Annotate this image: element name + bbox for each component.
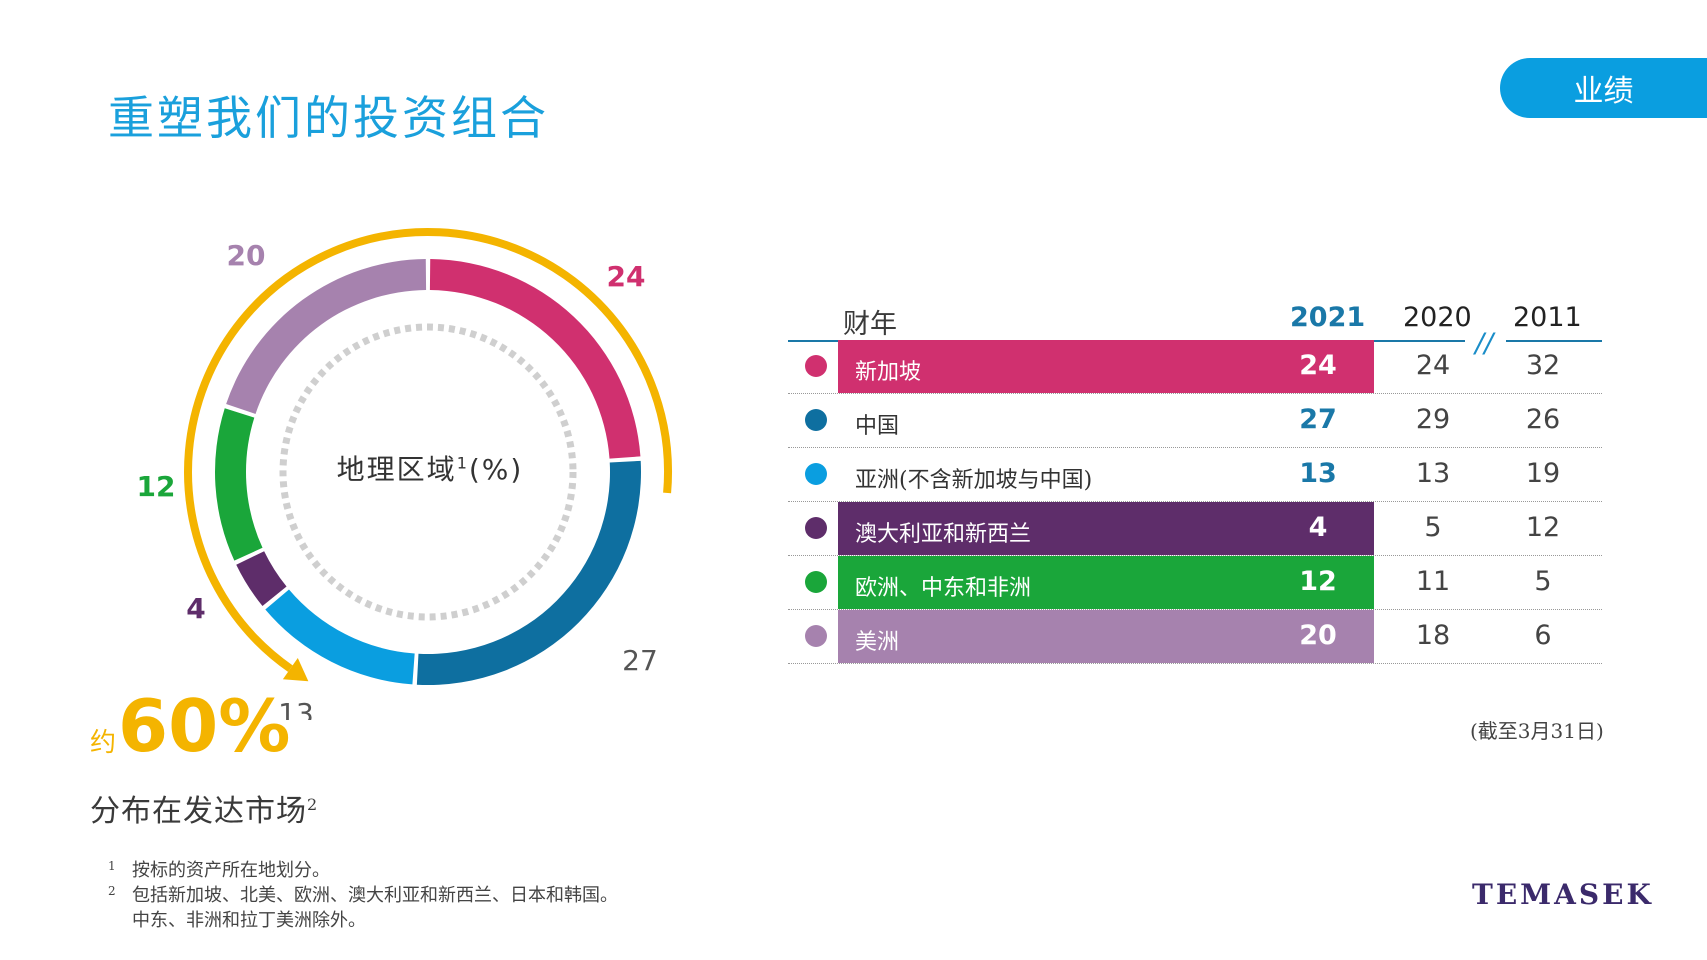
table-row: 中国 27 29 26: [788, 394, 1602, 448]
table-row: 新加坡 24 24 32: [788, 340, 1602, 394]
cell-2020: 11: [1415, 566, 1451, 597]
table-row: 亚洲(不含新加坡与中国) 13 13 19: [788, 448, 1602, 502]
summary-prefix: 约: [90, 728, 117, 758]
highlight-arc: [184, 228, 672, 672]
footnotes: 1 按标的资产所在地划分。 2 包括新加坡、北美、欧洲、澳大利亚和新西兰、日本和韩国…: [108, 858, 618, 933]
highlight-arrowhead: [282, 657, 309, 682]
donut-chart: 24 27 13 4 12 20: [137, 228, 672, 720]
cell-2020: 29: [1415, 404, 1451, 435]
cell-2011: 32: [1525, 350, 1561, 381]
donut-value-label-3: 13: [278, 697, 314, 720]
footnote-1: 1 按标的资产所在地划分。: [108, 858, 618, 883]
footnote-2-cont: 中东、非洲和拉丁美洲除外。: [108, 908, 618, 933]
header-year-2020: 2020: [1403, 302, 1472, 333]
donut-slice-4: [236, 551, 287, 607]
summary-sup: 2: [307, 795, 319, 814]
table-row: 欧洲、中东和非洲 12 11 5: [788, 556, 1602, 610]
row-label: 美洲: [855, 630, 900, 655]
footnote-text: 包括新加坡、北美、欧洲、澳大利亚和新西兰、日本和韩国。: [132, 885, 618, 906]
row-highlight-band: [838, 340, 1374, 393]
footnote-num: 2: [108, 884, 116, 898]
donut-slice-5: [215, 408, 263, 561]
cell-2020: 18: [1415, 620, 1451, 651]
row-color-dot: [805, 355, 827, 377]
donut-inner-dashed-ring: [279, 323, 577, 621]
footnote-text: 按标的资产所在地划分。: [132, 860, 330, 881]
year-break-mark: //: [1475, 328, 1494, 359]
row-highlight-band: [838, 502, 1374, 555]
allocation-table: 财年 2021 2020 2011 // 新加坡 24 24 32 中国 27 29 26 亚洲…: [788, 296, 1602, 664]
row-color-dot: [805, 409, 827, 431]
donut-center-unit: (%): [468, 453, 524, 486]
cell-2021: 27: [1299, 404, 1337, 435]
donut-slice-1: [429, 259, 641, 459]
header-rule-right: [1506, 340, 1602, 342]
row-color-dot: [805, 625, 827, 647]
cell-2020: 5: [1424, 512, 1442, 543]
footnote-text: 中东、非洲和拉丁美洲除外。: [132, 910, 366, 931]
section-badge: 业绩: [1500, 58, 1707, 118]
cell-2011: 19: [1525, 458, 1561, 489]
cell-2011: 5: [1534, 566, 1552, 597]
row-label: 亚洲(不含新加坡与中国): [855, 468, 1093, 493]
row-color-dot: [805, 463, 827, 485]
temasek-logo: TEMASEK: [1472, 878, 1654, 911]
table-row: 美洲 20 18 6: [788, 610, 1602, 664]
donut-slice-3: [265, 589, 415, 685]
summary-text-label: 分布在发达市场: [90, 794, 307, 829]
cell-2011: 6: [1534, 620, 1552, 651]
donut-slice-2: [416, 460, 641, 685]
row-color-dot: [805, 517, 827, 539]
footnote-2: 2 包括新加坡、北美、欧洲、澳大利亚和新西兰、日本和韩国。: [108, 883, 618, 908]
cell-2021: 4: [1308, 512, 1328, 543]
summary-figure: 约60%: [90, 690, 290, 762]
cell-2011: 12: [1525, 512, 1561, 543]
donut-value-label-6: 20: [227, 239, 266, 272]
row-highlight-band: [838, 556, 1374, 609]
footnote-num: 1: [108, 859, 116, 873]
donut-value-label-1: 24: [607, 260, 646, 293]
row-label: 中国: [855, 414, 900, 439]
header-year-2011: 2011: [1513, 302, 1582, 333]
cell-2021: 20: [1299, 620, 1337, 651]
header-year-2021: 2021: [1290, 302, 1366, 333]
table-body: 新加坡 24 24 32 中国 27 29 26 亚洲(不含新加坡与中国) 13 13 19 澳大利亚和…: [788, 340, 1602, 664]
row-label: 澳大利亚和新西兰: [855, 522, 1032, 547]
donut-center-sup: 1: [456, 453, 469, 473]
summary-text: 分布在发达市场2: [90, 786, 318, 830]
row-label: 欧洲、中东和非洲: [855, 576, 1032, 601]
cell-2021: 24: [1299, 350, 1337, 381]
donut-center-title: 地理区域: [336, 453, 457, 486]
cell-2021: 12: [1299, 566, 1337, 597]
cell-2020: 13: [1415, 458, 1451, 489]
page-title: 重塑我们的投资组合: [108, 91, 549, 145]
header-fy-label: 财年: [843, 309, 897, 340]
cell-2020: 24: [1415, 350, 1451, 381]
donut-value-label-5: 12: [137, 470, 176, 503]
cell-2011: 26: [1525, 404, 1561, 435]
summary-value: 60%: [118, 684, 291, 768]
as-of-note: (截至3月31日): [1470, 719, 1604, 743]
table-row: 澳大利亚和新西兰 4 5 12: [788, 502, 1602, 556]
donut-value-label-2: 27: [622, 644, 658, 677]
row-highlight-band: [838, 610, 1374, 663]
table-header: 财年 2021 2020 2011 //: [788, 296, 1602, 359]
cell-2021: 13: [1299, 458, 1337, 489]
donut-slice-6: [226, 259, 427, 414]
row-label: 新加坡: [855, 360, 922, 385]
donut-center-label: 地理区域1(%): [280, 448, 580, 488]
row-color-dot: [805, 571, 827, 593]
donut-value-label-4: 4: [186, 592, 205, 625]
